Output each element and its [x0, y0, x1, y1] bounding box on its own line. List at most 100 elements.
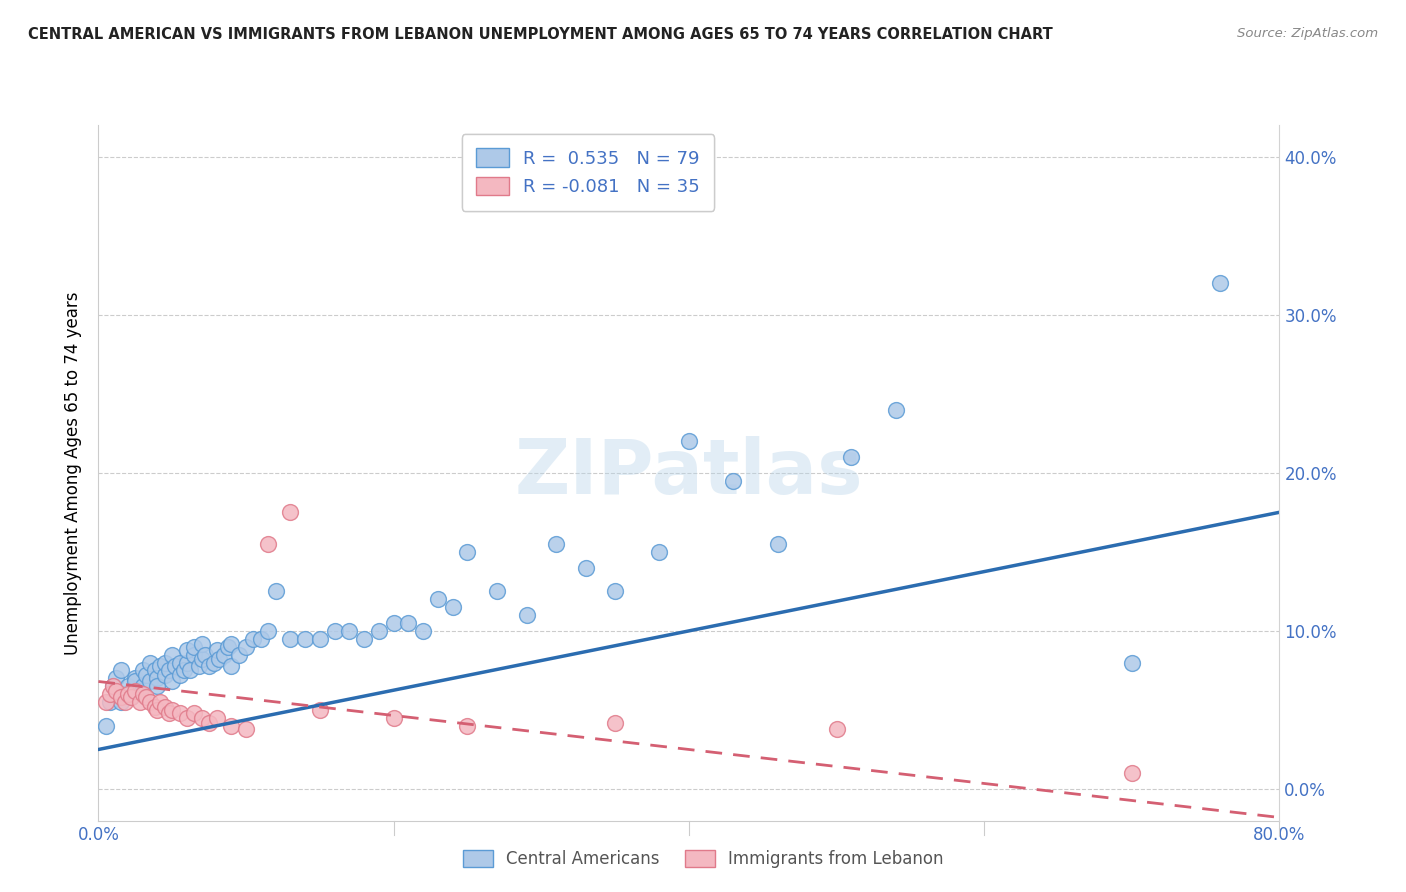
Point — [128, 684, 150, 698]
Point — [153, 668, 176, 682]
Point — [382, 711, 405, 725]
Point — [412, 624, 434, 638]
Point — [110, 690, 132, 705]
Point — [94, 695, 117, 709]
Point — [128, 695, 150, 709]
Point — [257, 624, 280, 638]
Point — [191, 636, 214, 650]
Text: CENTRAL AMERICAN VS IMMIGRANTS FROM LEBANON UNEMPLOYMENT AMONG AGES 65 TO 74 YEA: CENTRAL AMERICAN VS IMMIGRANTS FROM LEBA… — [28, 27, 1053, 42]
Point — [382, 615, 405, 630]
Point — [183, 648, 205, 662]
Point — [546, 537, 568, 551]
Point — [124, 671, 146, 685]
Point — [162, 703, 183, 717]
Point — [110, 695, 132, 709]
Point — [139, 674, 162, 689]
Point — [143, 664, 166, 678]
Point — [574, 560, 596, 574]
Point — [183, 706, 205, 720]
Point — [146, 671, 169, 685]
Point — [427, 592, 450, 607]
Point — [139, 695, 162, 709]
Point — [169, 656, 191, 670]
Point — [146, 703, 169, 717]
Point — [191, 711, 214, 725]
Point — [162, 674, 183, 689]
Point — [228, 648, 250, 662]
Point — [217, 640, 239, 654]
Point — [242, 632, 264, 646]
Point — [114, 687, 136, 701]
Point — [884, 402, 907, 417]
Point — [103, 679, 125, 693]
Point — [143, 699, 166, 714]
Point — [208, 652, 231, 666]
Point — [110, 664, 132, 678]
Point — [187, 658, 209, 673]
Point — [124, 674, 146, 689]
Point — [98, 695, 121, 709]
Point — [219, 636, 242, 650]
Point — [117, 687, 139, 701]
Point — [309, 632, 332, 646]
Point — [309, 703, 332, 717]
Point — [120, 690, 142, 705]
Point — [198, 715, 221, 730]
Point — [173, 664, 195, 678]
Point — [105, 671, 128, 685]
Point — [605, 715, 627, 730]
Point — [176, 643, 198, 657]
Point — [235, 722, 257, 736]
Point — [456, 719, 478, 733]
Point — [278, 632, 302, 646]
Point — [250, 632, 273, 646]
Point — [486, 584, 509, 599]
Legend: Central Americans, Immigrants from Lebanon: Central Americans, Immigrants from Leban… — [456, 843, 950, 875]
Point — [120, 690, 142, 705]
Point — [235, 640, 257, 654]
Point — [264, 584, 287, 599]
Text: Source: ZipAtlas.com: Source: ZipAtlas.com — [1237, 27, 1378, 40]
Point — [169, 668, 191, 682]
Point — [605, 584, 627, 599]
Point — [169, 706, 191, 720]
Point — [176, 656, 198, 670]
Point — [396, 615, 419, 630]
Point — [98, 687, 121, 701]
Point — [294, 632, 316, 646]
Point — [94, 719, 117, 733]
Text: ZIPatlas: ZIPatlas — [515, 436, 863, 509]
Point — [124, 684, 146, 698]
Point — [648, 545, 671, 559]
Point — [162, 648, 183, 662]
Point — [257, 537, 280, 551]
Point — [194, 648, 217, 662]
Point — [202, 656, 225, 670]
Point — [165, 658, 187, 673]
Point — [132, 679, 155, 693]
Point — [105, 684, 128, 698]
Point — [179, 664, 201, 678]
Point — [515, 608, 537, 623]
Point — [368, 624, 391, 638]
Point — [323, 624, 346, 638]
Point — [205, 711, 228, 725]
Point — [219, 719, 242, 733]
Point — [219, 658, 242, 673]
Point — [153, 656, 176, 670]
Point — [353, 632, 375, 646]
Point — [766, 537, 789, 551]
Point — [157, 664, 180, 678]
Point — [191, 652, 214, 666]
Point — [441, 600, 464, 615]
Point — [103, 679, 125, 693]
Point — [114, 695, 136, 709]
Point — [135, 668, 157, 682]
Point — [456, 545, 478, 559]
Y-axis label: Unemployment Among Ages 65 to 74 years: Unemployment Among Ages 65 to 74 years — [65, 291, 83, 655]
Point — [135, 690, 157, 705]
Point — [153, 699, 176, 714]
Point — [149, 695, 172, 709]
Point — [149, 658, 172, 673]
Point — [132, 664, 155, 678]
